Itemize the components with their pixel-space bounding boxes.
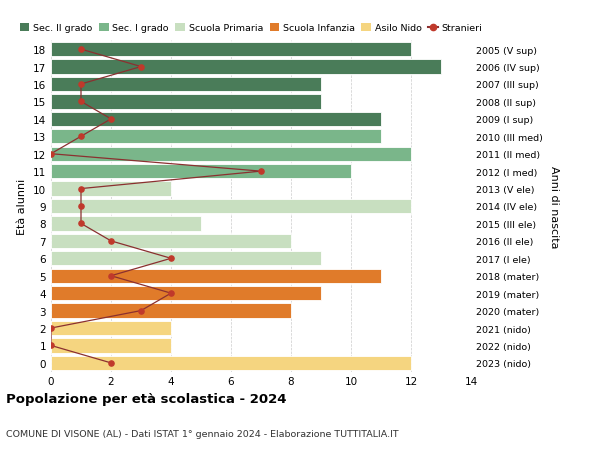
- Text: COMUNE DI VISONE (AL) - Dati ISTAT 1° gennaio 2024 - Elaborazione TUTTITALIA.IT: COMUNE DI VISONE (AL) - Dati ISTAT 1° ge…: [6, 429, 398, 438]
- Bar: [51, 199, 411, 214]
- Point: [106, 359, 116, 367]
- Point: [76, 220, 86, 228]
- Point: [46, 325, 56, 332]
- Y-axis label: Anni di nascita: Anni di nascita: [550, 165, 559, 248]
- Bar: [51, 217, 201, 231]
- Bar: [51, 43, 411, 57]
- Bar: [51, 130, 381, 144]
- Point: [136, 307, 146, 314]
- Bar: [51, 269, 381, 283]
- Y-axis label: Età alunni: Età alunni: [17, 179, 28, 235]
- Bar: [51, 286, 321, 301]
- Bar: [51, 339, 171, 353]
- Bar: [51, 304, 291, 318]
- Point: [76, 203, 86, 210]
- Bar: [51, 234, 291, 248]
- Bar: [51, 60, 441, 74]
- Bar: [51, 321, 171, 336]
- Point: [76, 81, 86, 89]
- Text: Popolazione per età scolastica - 2024: Popolazione per età scolastica - 2024: [6, 392, 287, 405]
- Bar: [51, 95, 321, 109]
- Bar: [51, 356, 411, 370]
- Point: [76, 46, 86, 54]
- Point: [106, 116, 116, 123]
- Point: [256, 168, 266, 175]
- Point: [46, 342, 56, 349]
- Point: [166, 255, 176, 263]
- Point: [76, 185, 86, 193]
- Point: [106, 238, 116, 245]
- Point: [106, 273, 116, 280]
- Bar: [51, 252, 321, 266]
- Point: [76, 133, 86, 140]
- Bar: [51, 78, 321, 92]
- Bar: [51, 165, 351, 179]
- Bar: [51, 112, 381, 127]
- Point: [46, 151, 56, 158]
- Legend: Sec. II grado, Sec. I grado, Scuola Primaria, Scuola Infanzia, Asilo Nido, Stran: Sec. II grado, Sec. I grado, Scuola Prim…: [20, 24, 482, 34]
- Point: [166, 290, 176, 297]
- Bar: [51, 147, 411, 162]
- Point: [76, 99, 86, 106]
- Bar: [51, 182, 171, 196]
- Point: [136, 64, 146, 71]
